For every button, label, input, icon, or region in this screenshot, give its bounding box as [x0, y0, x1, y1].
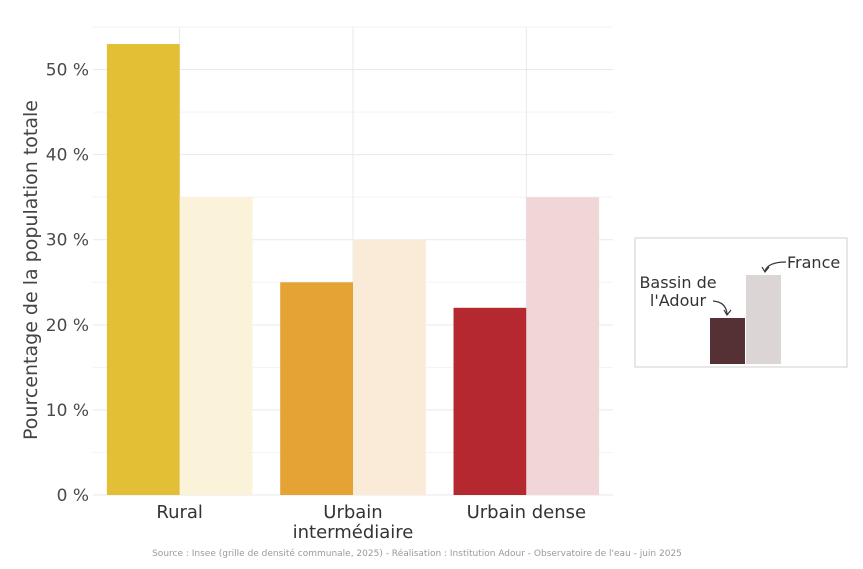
x-tick-label: intermédiaire — [293, 522, 414, 543]
bar-bassin — [453, 307, 527, 495]
x-tick-label: Rural — [156, 502, 203, 523]
bar-bassin — [106, 44, 180, 495]
bar-bassin — [280, 282, 353, 495]
x-tick-label: Urbain — [323, 502, 382, 523]
legend-france-label: France — [787, 253, 840, 272]
y-tick-label: 40 % — [46, 146, 89, 166]
source-note: Source : Insee (grille de densité commun… — [152, 548, 682, 559]
bar-france — [353, 239, 426, 495]
y-tick-label: 10 % — [46, 401, 89, 421]
legend-bassin-label-line1: Bassin de — [639, 273, 716, 292]
legend: Bassin de l'Adour France — [634, 237, 848, 368]
y-tick-label: 20 % — [46, 316, 89, 336]
bar-france — [526, 197, 600, 495]
legend-france-arrow — [764, 261, 787, 272]
y-axis-ticks: 0 % 10 % 20 % 30 % 40 % 50 % — [46, 61, 89, 506]
y-tick-label: 50 % — [46, 61, 89, 81]
y-tick-label: 0 % — [57, 486, 89, 506]
y-tick-label: 30 % — [46, 231, 89, 251]
y-axis-label: Pourcentage de la population totale — [20, 100, 42, 440]
legend-bassin-arrow — [712, 300, 728, 315]
legend-bassin-arrowhead — [723, 309, 732, 317]
bar-france — [179, 197, 253, 495]
legend-bassin-swatch — [710, 318, 745, 364]
x-tick-label: Urbain dense — [467, 502, 587, 523]
bars — [106, 44, 600, 495]
legend-bassin-label-line2: l'Adour — [650, 291, 707, 310]
legend-france-swatch — [746, 275, 781, 364]
legend-france-arrowhead — [761, 266, 770, 274]
